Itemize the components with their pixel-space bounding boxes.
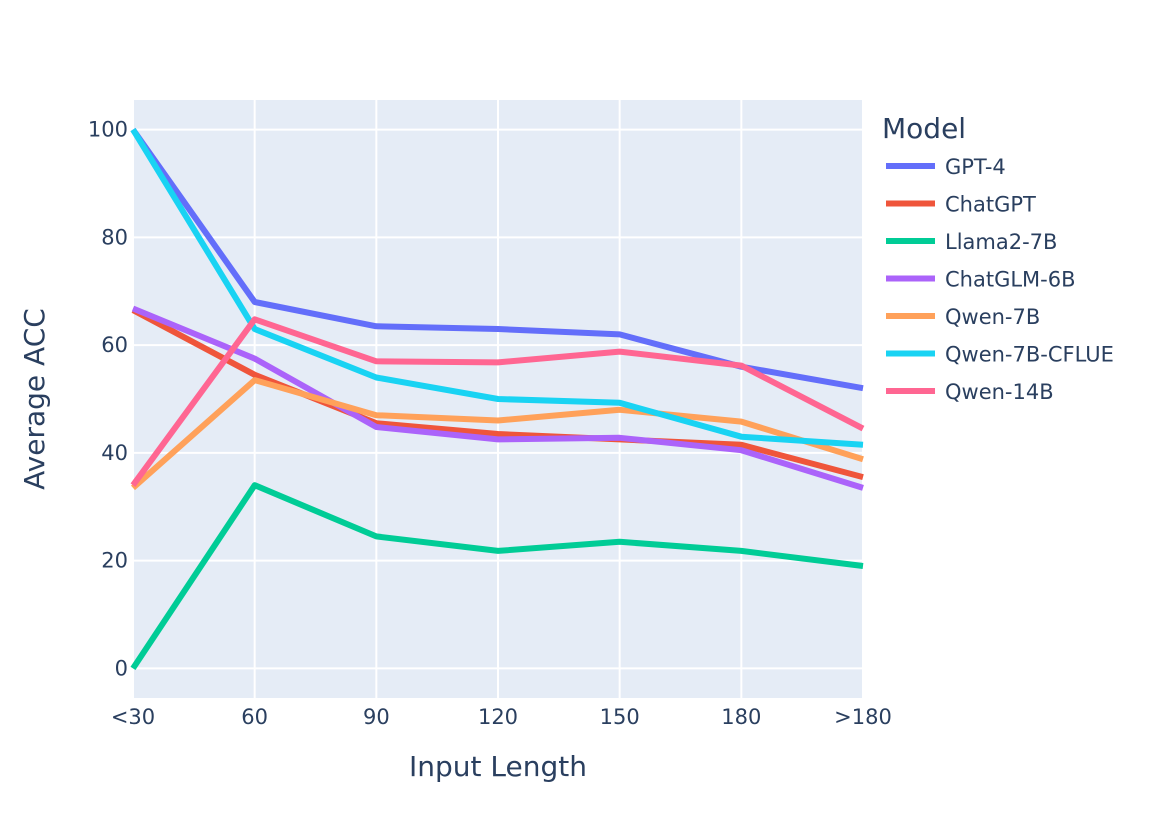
x-tick-label: 60 xyxy=(241,705,268,729)
legend-label-qwen-7b: Qwen-7B xyxy=(945,305,1040,329)
y-tick-label: 60 xyxy=(101,333,128,357)
legend-label-chatgpt: ChatGPT xyxy=(945,193,1036,217)
x-tick-label: <30 xyxy=(111,705,155,729)
series-line-qwen-7b xyxy=(131,377,864,491)
series-line-qwen-7b-cflue xyxy=(130,128,864,448)
series-line-qwen-14b xyxy=(130,316,865,487)
series-lines xyxy=(130,127,865,671)
y-axis-title: Average ACC xyxy=(18,308,51,490)
y-tick-label: 40 xyxy=(101,441,128,465)
legend-label-gpt-4: GPT-4 xyxy=(945,155,1006,179)
x-tick-label: 90 xyxy=(363,705,390,729)
legend-label-qwen-7b-cflue: Qwen-7B-CFLUE xyxy=(945,343,1114,367)
series-line-llama2-7b xyxy=(130,482,864,671)
legend-label-chatglm-6b: ChatGLM-6B xyxy=(945,268,1076,292)
y-tick-labels: 0 20 40 60 80 100 xyxy=(88,118,128,681)
y-tick-label: 20 xyxy=(101,549,128,573)
y-tick-label: 100 xyxy=(88,118,128,142)
x-tick-labels: <30 60 90 120 150 180 >180 xyxy=(111,705,892,729)
legend-label-qwen-14b: Qwen-14B xyxy=(945,380,1054,404)
x-tick-label: >180 xyxy=(834,705,892,729)
y-tick-label: 80 xyxy=(101,225,128,249)
legend: Model GPT-4 ChatGPT Llama2-7B ChatGLM-6B Qwe… xyxy=(882,112,1114,404)
y-tick-label: 0 xyxy=(115,656,128,680)
series-line-chatglm-6b xyxy=(131,305,864,491)
x-tick-label: 150 xyxy=(600,705,640,729)
x-axis-title: Input Length xyxy=(409,750,587,783)
x-tick-label: 180 xyxy=(721,705,761,729)
legend-title: Model xyxy=(882,112,966,145)
x-tick-label: 120 xyxy=(478,705,518,729)
series-line-chatgpt xyxy=(131,307,864,480)
legend-label-llama2-7b: Llama2-7B xyxy=(945,230,1057,254)
